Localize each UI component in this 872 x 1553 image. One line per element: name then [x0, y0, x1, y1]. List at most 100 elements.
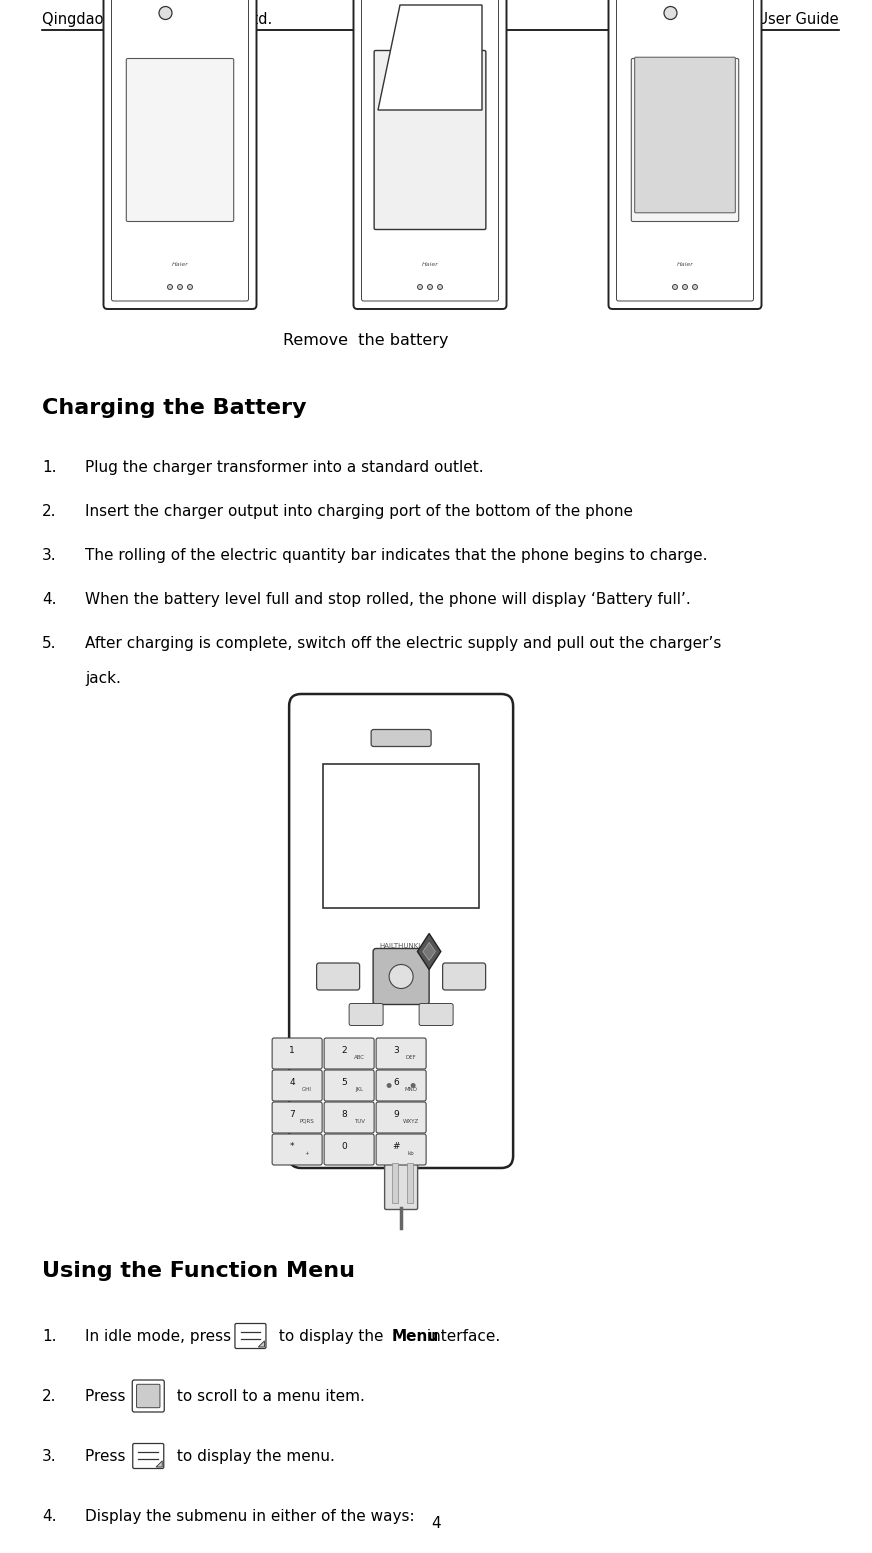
Text: Remove  the battery: Remove the battery [283, 332, 449, 348]
FancyBboxPatch shape [371, 730, 431, 747]
Text: After charging is complete, switch off the electric supply and pull out the char: After charging is complete, switch off t… [85, 637, 722, 651]
Text: Press: Press [85, 1388, 131, 1404]
FancyBboxPatch shape [324, 1134, 374, 1165]
Text: 3: 3 [393, 1047, 399, 1056]
Circle shape [427, 284, 433, 289]
Text: 2: 2 [341, 1047, 347, 1056]
FancyBboxPatch shape [272, 1103, 322, 1134]
FancyBboxPatch shape [635, 57, 735, 213]
Text: 5: 5 [341, 1078, 347, 1087]
Text: 4: 4 [290, 1078, 295, 1087]
Text: 3.: 3. [42, 548, 57, 564]
Bar [392, 1163, 399, 1204]
Text: Haier: Haier [421, 262, 439, 267]
FancyBboxPatch shape [631, 59, 739, 222]
Circle shape [187, 284, 193, 289]
FancyBboxPatch shape [373, 949, 429, 1005]
FancyBboxPatch shape [317, 963, 359, 989]
Circle shape [411, 1082, 416, 1089]
Text: +: + [304, 1151, 310, 1155]
Text: to scroll to a menu item.: to scroll to a menu item. [173, 1388, 365, 1404]
Circle shape [159, 6, 172, 20]
Text: Haier: Haier [172, 262, 188, 267]
Text: 2.: 2. [42, 505, 57, 519]
FancyBboxPatch shape [272, 1037, 322, 1068]
Circle shape [418, 284, 423, 289]
Text: 2.: 2. [42, 1388, 57, 1404]
FancyBboxPatch shape [443, 963, 486, 989]
Polygon shape [378, 5, 482, 110]
Circle shape [664, 6, 677, 20]
Text: Charging the Battery: Charging the Battery [42, 398, 306, 418]
FancyBboxPatch shape [374, 51, 486, 230]
FancyBboxPatch shape [324, 1037, 374, 1068]
FancyBboxPatch shape [133, 1443, 164, 1469]
FancyBboxPatch shape [376, 1070, 426, 1101]
FancyBboxPatch shape [324, 1103, 374, 1134]
Circle shape [438, 284, 442, 289]
Text: kb: kb [408, 1151, 414, 1155]
Circle shape [692, 284, 698, 289]
Text: HAILTHUNKI: HAILTHUNKI [379, 944, 420, 949]
Circle shape [683, 284, 687, 289]
FancyBboxPatch shape [235, 1323, 266, 1348]
Text: to display the: to display the [275, 1329, 389, 1343]
Text: 0: 0 [341, 1143, 347, 1151]
Text: 1.: 1. [42, 1329, 57, 1343]
Circle shape [178, 284, 182, 289]
Polygon shape [156, 1461, 162, 1468]
Text: 3.: 3. [42, 1449, 57, 1464]
Text: Insert the charger output into charging port of the bottom of the phone: Insert the charger output into charging … [85, 505, 633, 519]
Text: jack.: jack. [85, 671, 121, 686]
FancyBboxPatch shape [419, 1003, 453, 1025]
Text: In idle mode, press: In idle mode, press [85, 1329, 236, 1343]
Text: Press: Press [85, 1449, 131, 1464]
Circle shape [409, 6, 422, 20]
FancyBboxPatch shape [272, 1070, 322, 1101]
Text: 4.: 4. [42, 592, 57, 607]
Text: Qingdao Haier Telecom Co. Ltd.: Qingdao Haier Telecom Co. Ltd. [42, 12, 272, 26]
Text: *: * [290, 1143, 295, 1151]
Bar [407, 1163, 413, 1204]
Circle shape [672, 284, 678, 289]
FancyBboxPatch shape [353, 0, 507, 309]
FancyBboxPatch shape [349, 1003, 383, 1025]
FancyBboxPatch shape [376, 1037, 426, 1068]
Text: When the battery level full and stop rolled, the phone will display ‘Battery ful: When the battery level full and stop rol… [85, 592, 691, 607]
Text: 1: 1 [290, 1047, 295, 1056]
Text: 8: 8 [341, 1110, 347, 1120]
Circle shape [167, 284, 173, 289]
Text: Using the Function Menu: Using the Function Menu [42, 1261, 355, 1281]
Text: Display the submenu in either of the ways:: Display the submenu in either of the way… [85, 1510, 415, 1523]
FancyBboxPatch shape [133, 1381, 164, 1412]
Text: GHI: GHI [302, 1087, 312, 1092]
Polygon shape [423, 943, 435, 960]
FancyBboxPatch shape [324, 1070, 374, 1101]
FancyBboxPatch shape [376, 1134, 426, 1165]
Circle shape [389, 964, 413, 989]
Text: ABC: ABC [354, 1054, 364, 1061]
Text: DEF: DEF [405, 1054, 417, 1061]
Text: #: # [392, 1143, 400, 1151]
FancyBboxPatch shape [272, 1134, 322, 1165]
Text: WXYZ: WXYZ [403, 1120, 419, 1124]
Text: 9: 9 [393, 1110, 399, 1120]
Text: to display the menu.: to display the menu. [173, 1449, 335, 1464]
FancyBboxPatch shape [290, 694, 513, 1168]
Text: Menu: Menu [392, 1329, 439, 1343]
Circle shape [386, 1082, 392, 1089]
FancyBboxPatch shape [609, 0, 761, 309]
Text: D2100_multi-links_User Guide: D2100_multi-links_User Guide [617, 12, 839, 28]
Text: interface.: interface. [422, 1329, 501, 1343]
Text: JKL: JKL [355, 1087, 363, 1092]
Text: Haier: Haier [677, 262, 693, 267]
Text: 1.: 1. [42, 460, 57, 475]
FancyBboxPatch shape [104, 0, 256, 309]
Bar [324, 764, 479, 909]
Text: TUV: TUV [354, 1120, 364, 1124]
FancyBboxPatch shape [385, 1157, 418, 1210]
Polygon shape [418, 933, 441, 969]
Text: MNO: MNO [405, 1087, 418, 1092]
Text: 6: 6 [393, 1078, 399, 1087]
FancyBboxPatch shape [126, 59, 234, 222]
